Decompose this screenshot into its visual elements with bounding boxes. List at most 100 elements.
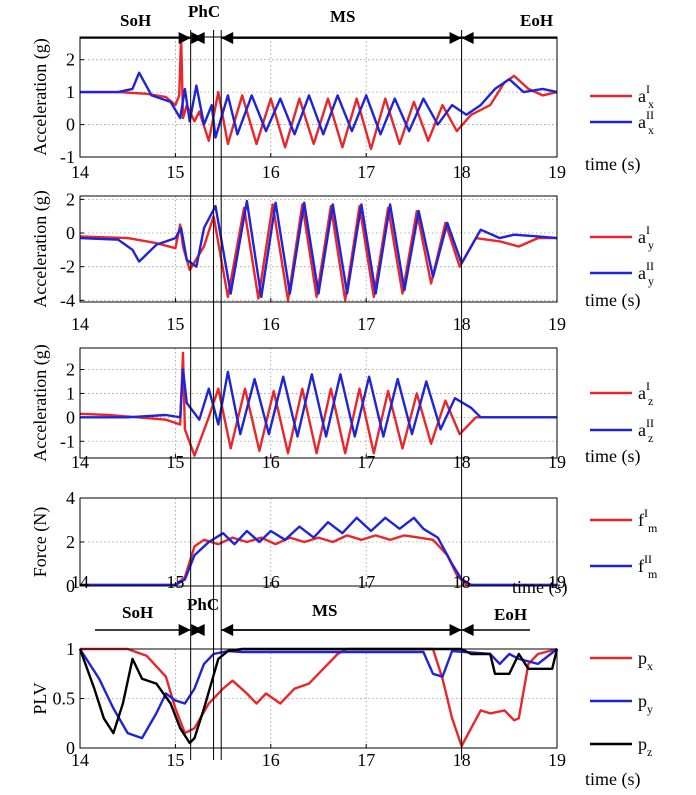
phase-label-ms-bottom: MS xyxy=(312,601,338,620)
legend-label: aII y xyxy=(638,259,654,288)
legend-label: fII m xyxy=(638,552,658,581)
series-line-az-1 xyxy=(79,351,557,457)
phase-label-soh-top: SoH xyxy=(120,11,151,30)
arrow-head xyxy=(461,624,474,636)
axes-frame xyxy=(79,347,558,459)
x-axis-label: time (s) xyxy=(585,290,641,311)
legend-label: aI x xyxy=(638,82,654,111)
x-tick-label: 17 xyxy=(357,162,375,182)
x-tick-label: 17 xyxy=(357,452,375,472)
x-tick-label: 16 xyxy=(262,750,280,770)
series-line-force-2 xyxy=(80,516,557,587)
y-tick-label: 1 xyxy=(66,383,75,403)
x-axis-label: time (s) xyxy=(512,577,568,598)
y-tick-label: -4 xyxy=(60,290,75,310)
phase-label-ms-top: MS xyxy=(330,7,356,26)
legend-label: aI y xyxy=(638,223,654,252)
arrow-head xyxy=(192,624,205,636)
x-tick-label: 19 xyxy=(548,750,566,770)
series-line-ay-1 xyxy=(79,203,557,302)
x-tick-label: 14 xyxy=(71,314,89,334)
x-tick-label: 14 xyxy=(71,572,89,592)
legend-label: px xyxy=(638,648,653,673)
x-tick-label: 19 xyxy=(548,452,566,472)
x-tick-label: 15 xyxy=(166,162,184,182)
y-axis-label: Acceleration (g) xyxy=(30,38,51,155)
legend-label: aII x xyxy=(638,108,654,137)
x-tick-label: 15 xyxy=(166,572,184,592)
phase-arrow-phc-bottom-left xyxy=(192,624,205,636)
phase-label-phc-top: PhC xyxy=(188,2,220,21)
phase-label-phc-bottom: PhC xyxy=(187,595,219,614)
legend-label: aI z xyxy=(638,379,653,408)
arrow-head xyxy=(192,32,205,44)
phase-label-eoh-bottom: EoH xyxy=(494,605,527,624)
legend-label: aII z xyxy=(638,416,654,445)
phase-arrow-soh-bottom xyxy=(95,624,191,636)
x-tick-label: 15 xyxy=(166,750,184,770)
y-axis-label: Force (N) xyxy=(30,507,51,577)
y-tick-label: 1 xyxy=(66,82,75,102)
y-tick-label: 2 xyxy=(66,189,75,209)
x-tick-label: 17 xyxy=(357,314,375,334)
x-tick-label: 19 xyxy=(548,162,566,182)
series-line-az-2 xyxy=(80,368,557,438)
y-tick-label: 0 xyxy=(66,223,75,243)
x-tick-label: 16 xyxy=(262,314,280,334)
y-tick-label: 0.5 xyxy=(53,689,76,709)
phase-arrow-ms-top-left xyxy=(221,32,462,44)
x-tick-label: 19 xyxy=(548,572,566,592)
series-line-ax-2 xyxy=(80,71,558,139)
y-tick-label: 2 xyxy=(66,50,75,70)
phase-label-soh-bottom: SoH xyxy=(122,603,153,622)
series-line-ay-2 xyxy=(79,199,558,299)
series-line-plv-3 xyxy=(78,647,559,745)
arrow-head xyxy=(221,32,234,44)
legend-label: py xyxy=(638,691,653,716)
legend-label: pz xyxy=(638,734,652,759)
x-tick-label: 14 xyxy=(71,162,89,182)
phase-label-eoh-top: EoH xyxy=(520,11,553,30)
y-axis-label: Acceleration (g) xyxy=(30,190,51,307)
y-axis-label: PLV xyxy=(30,682,50,714)
arrow-head xyxy=(178,32,191,44)
x-tick-label: 14 xyxy=(71,750,89,770)
arrow-head xyxy=(178,624,191,636)
axes-frame xyxy=(79,497,558,587)
y-tick-label: 0 xyxy=(66,576,75,596)
arrow-head xyxy=(461,32,474,44)
y-tick-label: 2 xyxy=(66,532,75,552)
y-tick-label: 0 xyxy=(66,115,75,135)
legend-label: fIm xyxy=(638,506,658,535)
phase-annotations: SoH PhC MS EoH SoH PhC MS EoH xyxy=(80,2,557,760)
x-tick-label: 17 xyxy=(357,750,375,770)
y-axis-label: Acceleration (g) xyxy=(30,344,51,461)
x-tick-label: 16 xyxy=(262,452,280,472)
y-tick-label: -1 xyxy=(60,147,75,167)
x-tick-label: 15 xyxy=(166,314,184,334)
x-tick-label: 15 xyxy=(166,452,184,472)
y-tick-label: 1 xyxy=(66,639,75,659)
x-axis-label: time (s) xyxy=(585,154,641,175)
phase-arrow-eoh-top xyxy=(461,32,557,44)
series-line-plv-1 xyxy=(80,647,558,748)
x-tick-label: 16 xyxy=(262,572,280,592)
x-tick-label: 19 xyxy=(548,314,566,334)
y-tick-label: 4 xyxy=(66,488,75,508)
y-tick-label: 2 xyxy=(66,360,75,380)
x-tick-label: 14 xyxy=(71,452,89,472)
phase-arrow-ms-bottom-left xyxy=(221,624,462,636)
x-axis-label: time (s) xyxy=(585,446,641,467)
axes-frame xyxy=(79,195,558,303)
x-tick-label: 17 xyxy=(357,572,375,592)
y-tick-label: -1 xyxy=(60,431,75,451)
phase-arrow-soh-top xyxy=(80,32,191,44)
axes-frame xyxy=(79,648,558,749)
phase-arrow-eoh-bottom xyxy=(461,624,530,636)
